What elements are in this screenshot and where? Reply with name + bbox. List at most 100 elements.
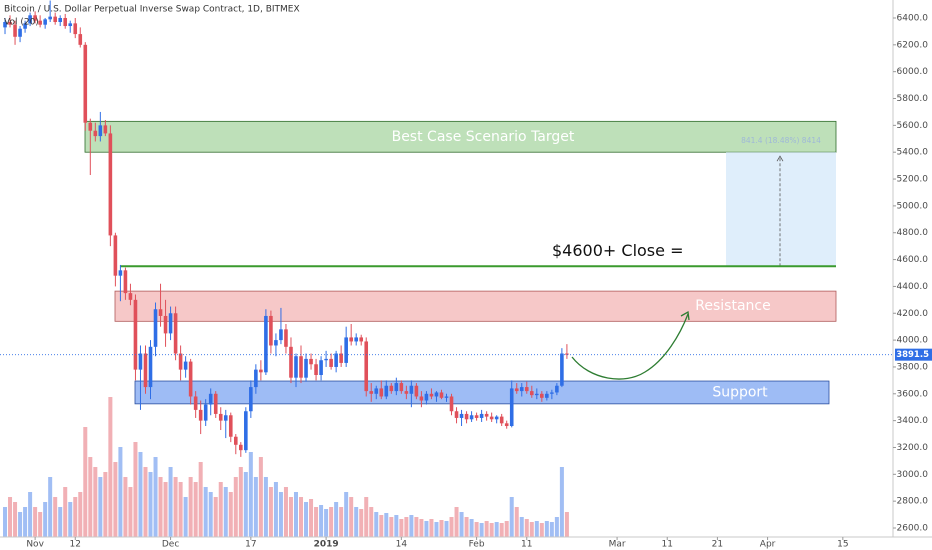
volume-bar	[143, 467, 148, 537]
candle-body	[540, 393, 544, 398]
volume-bar	[88, 457, 93, 537]
candle-body	[233, 436, 238, 445]
candle-body	[259, 369, 263, 373]
candle-body	[123, 270, 128, 294]
candle-body	[284, 329, 288, 347]
x-tick-label: Dec	[162, 540, 179, 550]
volume-bar	[153, 457, 158, 537]
x-tick-label: Nov	[26, 540, 44, 550]
candle-body	[384, 385, 389, 397]
candles	[0, 0, 893, 457]
volume-bar	[309, 499, 314, 537]
volume-bar	[479, 523, 484, 537]
volume-label: Vol (20)	[4, 18, 39, 28]
volume-bar	[454, 507, 459, 537]
candle-body	[33, 15, 37, 21]
candle-body	[218, 413, 223, 421]
volume-bar	[534, 521, 539, 537]
volume-bar	[524, 519, 529, 537]
arrow-head	[680, 310, 690, 321]
volume-bar	[449, 517, 454, 537]
candle-body	[339, 353, 343, 363]
candle-body	[173, 313, 178, 354]
volume-bar	[549, 522, 554, 537]
volume-bar	[364, 497, 369, 537]
candle-body	[324, 358, 328, 361]
volume-bar	[33, 507, 38, 537]
candle-body	[249, 387, 253, 412]
volume-bar	[504, 521, 509, 537]
candle-body	[148, 346, 153, 388]
volume-bar	[519, 517, 524, 537]
candle-body	[188, 361, 193, 397]
volume-bar	[28, 492, 33, 537]
candle-body	[349, 337, 353, 342]
projection-label: 841.4 (18.48%) 8414	[741, 136, 821, 145]
x-tick-label: 14	[396, 540, 408, 550]
candle-body	[269, 315, 273, 346]
volume-bar	[379, 515, 384, 537]
volume-bar	[459, 512, 464, 537]
volume-bar	[344, 492, 349, 537]
volume-bar	[389, 517, 394, 537]
overlays	[571, 310, 690, 380]
volume-bar	[18, 512, 23, 537]
y-tick-label: 2800.0	[897, 497, 929, 507]
candle-body	[519, 387, 524, 392]
candle-body	[444, 396, 449, 398]
volume-bar	[208, 492, 213, 537]
volume-bar	[213, 497, 218, 537]
volume-bar	[349, 497, 354, 537]
volume-bar	[248, 452, 253, 537]
x-tick-label: 21	[712, 540, 723, 550]
x-tick-label: 11	[662, 540, 673, 550]
zone	[84, 120, 837, 153]
volume-bar	[509, 497, 514, 537]
volume-bar	[444, 521, 449, 537]
candle-body	[163, 315, 168, 334]
candle-body	[274, 340, 278, 346]
volume-bar	[293, 492, 299, 537]
volume-bar	[58, 507, 63, 537]
volume-bar	[203, 487, 208, 537]
volume-bar	[339, 507, 344, 537]
volume-bar	[434, 522, 439, 537]
volume-bar	[158, 477, 163, 537]
volume-bar	[83, 427, 88, 537]
candle-body	[178, 353, 183, 370]
volume-bar	[228, 492, 233, 537]
candle-body	[494, 416, 499, 420]
candle-body	[13, 24, 17, 37]
candle-body	[354, 337, 358, 342]
volume-bar	[148, 472, 153, 537]
candle-body	[108, 133, 113, 236]
candle-body	[419, 396, 424, 401]
volume-bar	[474, 522, 479, 537]
candle-body	[555, 385, 559, 393]
volume-bar	[38, 512, 43, 537]
volume-bar	[268, 487, 273, 537]
candle-body	[449, 396, 454, 412]
candle-body	[404, 391, 409, 394]
volume-bar	[93, 467, 98, 537]
candle-body	[168, 313, 173, 334]
volume-bar	[464, 517, 469, 537]
axes: 2600.0 2800.0 3000.0 3200.0 3400.0 3600.0 3800…	[26, 13, 932, 550]
candle-body	[399, 383, 404, 392]
volume-bar	[78, 492, 83, 537]
volume-bar	[554, 517, 559, 537]
candle-body	[529, 391, 534, 396]
candle-body	[299, 356, 303, 378]
candle-body	[183, 361, 188, 370]
candle-body	[304, 358, 308, 378]
volume-bar	[469, 519, 474, 537]
candle-body	[394, 383, 399, 392]
volume-bar	[494, 522, 499, 537]
volume-bar	[128, 487, 133, 537]
volume-bar	[123, 477, 128, 537]
y-tick-label: 3800.0	[897, 362, 929, 372]
candle-body	[289, 346, 293, 378]
candle-body	[319, 360, 323, 376]
candle-body	[208, 393, 213, 405]
